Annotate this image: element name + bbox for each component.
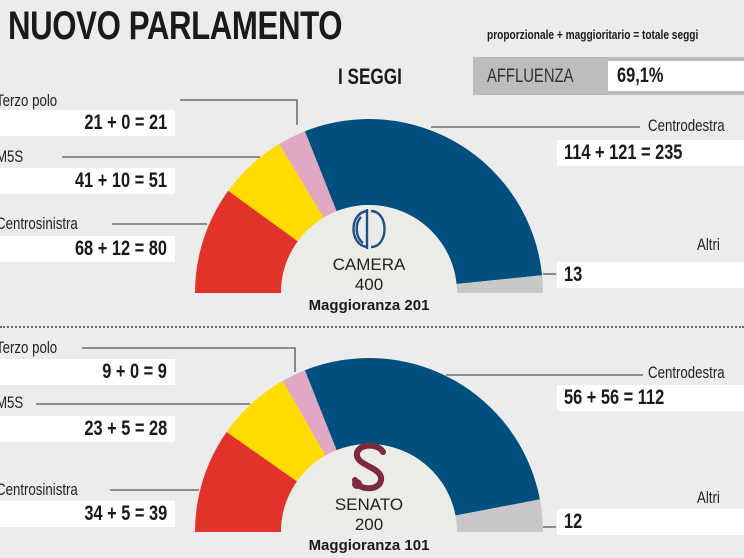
camera-terzo-polo-value: 21 + 0 = 21 <box>0 110 175 136</box>
senato-logo <box>352 442 386 492</box>
legend-formula: proporzionale + maggioritario = totale s… <box>487 27 699 42</box>
senato-segment-centrodestra <box>304 358 540 516</box>
camera-segment-centrodestra <box>304 119 543 285</box>
senato-logo-flourish <box>352 479 362 489</box>
affluenza-value: 69,1% <box>608 61 744 91</box>
senato-terzo-polo-leader-line <box>82 347 296 372</box>
senato-terzo-polo-label: Terzo polo <box>0 338 58 357</box>
camera-centrodestra-value: 114 + 121 = 235 <box>557 140 744 166</box>
camera-centrodestra-label: Centrodestra <box>648 116 725 135</box>
senato-terzo-polo-value: 9 + 0 = 9 <box>0 359 175 385</box>
camera-total: 400 <box>354 275 384 294</box>
senato-majority: Maggioranza 101 <box>308 537 430 554</box>
camera-segment-m5s <box>228 143 324 242</box>
camera-centrosinistra-label: Centrosinistra <box>0 214 78 233</box>
page-title: NUOVO PARLAMENTO <box>8 4 343 48</box>
senato-altri-label: Altri <box>697 488 720 507</box>
senato-segment-centrosinistra <box>195 431 298 532</box>
senato-segment-altri <box>455 499 543 532</box>
section-title: I SEGGI <box>338 64 402 89</box>
camera-segment-terzo-polo <box>279 131 337 218</box>
senato-segment-m5s <box>226 380 326 482</box>
camera-centrosinistra-value: 68 + 12 = 80 <box>0 236 175 262</box>
senato-total: 200 <box>354 515 384 534</box>
section-divider <box>0 326 744 328</box>
senato-centrosinistra-value: 34 + 5 = 39 <box>0 501 175 527</box>
affluenza-label: AFFLUENZA <box>487 66 574 87</box>
camera-logo <box>352 209 386 249</box>
senato-name: SENATO <box>334 495 404 514</box>
camera-segment-centrosinistra <box>195 190 298 293</box>
camera-altri-label: Altri <box>697 235 720 254</box>
senato-centrodestra-label: Centrodestra <box>648 363 725 382</box>
senato-altri-value: 12 <box>557 509 744 535</box>
camera-segment-altri <box>456 275 543 293</box>
camera-terzo-polo-label: Terzo polo <box>0 91 58 110</box>
camera-majority: Maggioranza 201 <box>308 297 430 314</box>
affluenza-panel: AFFLUENZA 69,1% <box>473 57 744 95</box>
senato-centrosinistra-label: Centrosinistra <box>0 480 78 499</box>
senato-segment-terzo-polo <box>282 370 337 456</box>
camera-m5s-value: 41 + 10 = 51 <box>0 168 175 194</box>
senato-m5s-value: 23 + 5 = 28 <box>0 416 175 442</box>
camera-altri-value: 13 <box>557 262 744 288</box>
senato-centrodestra-value: 56 + 56 = 112 <box>557 385 744 411</box>
camera-m5s-label: M5S <box>0 147 24 166</box>
camera-center <box>281 205 457 293</box>
senato-m5s-label: M5S <box>0 393 24 412</box>
camera-name: CAMERA <box>332 255 406 274</box>
camera-terzo-polo-leader-line <box>180 99 298 125</box>
